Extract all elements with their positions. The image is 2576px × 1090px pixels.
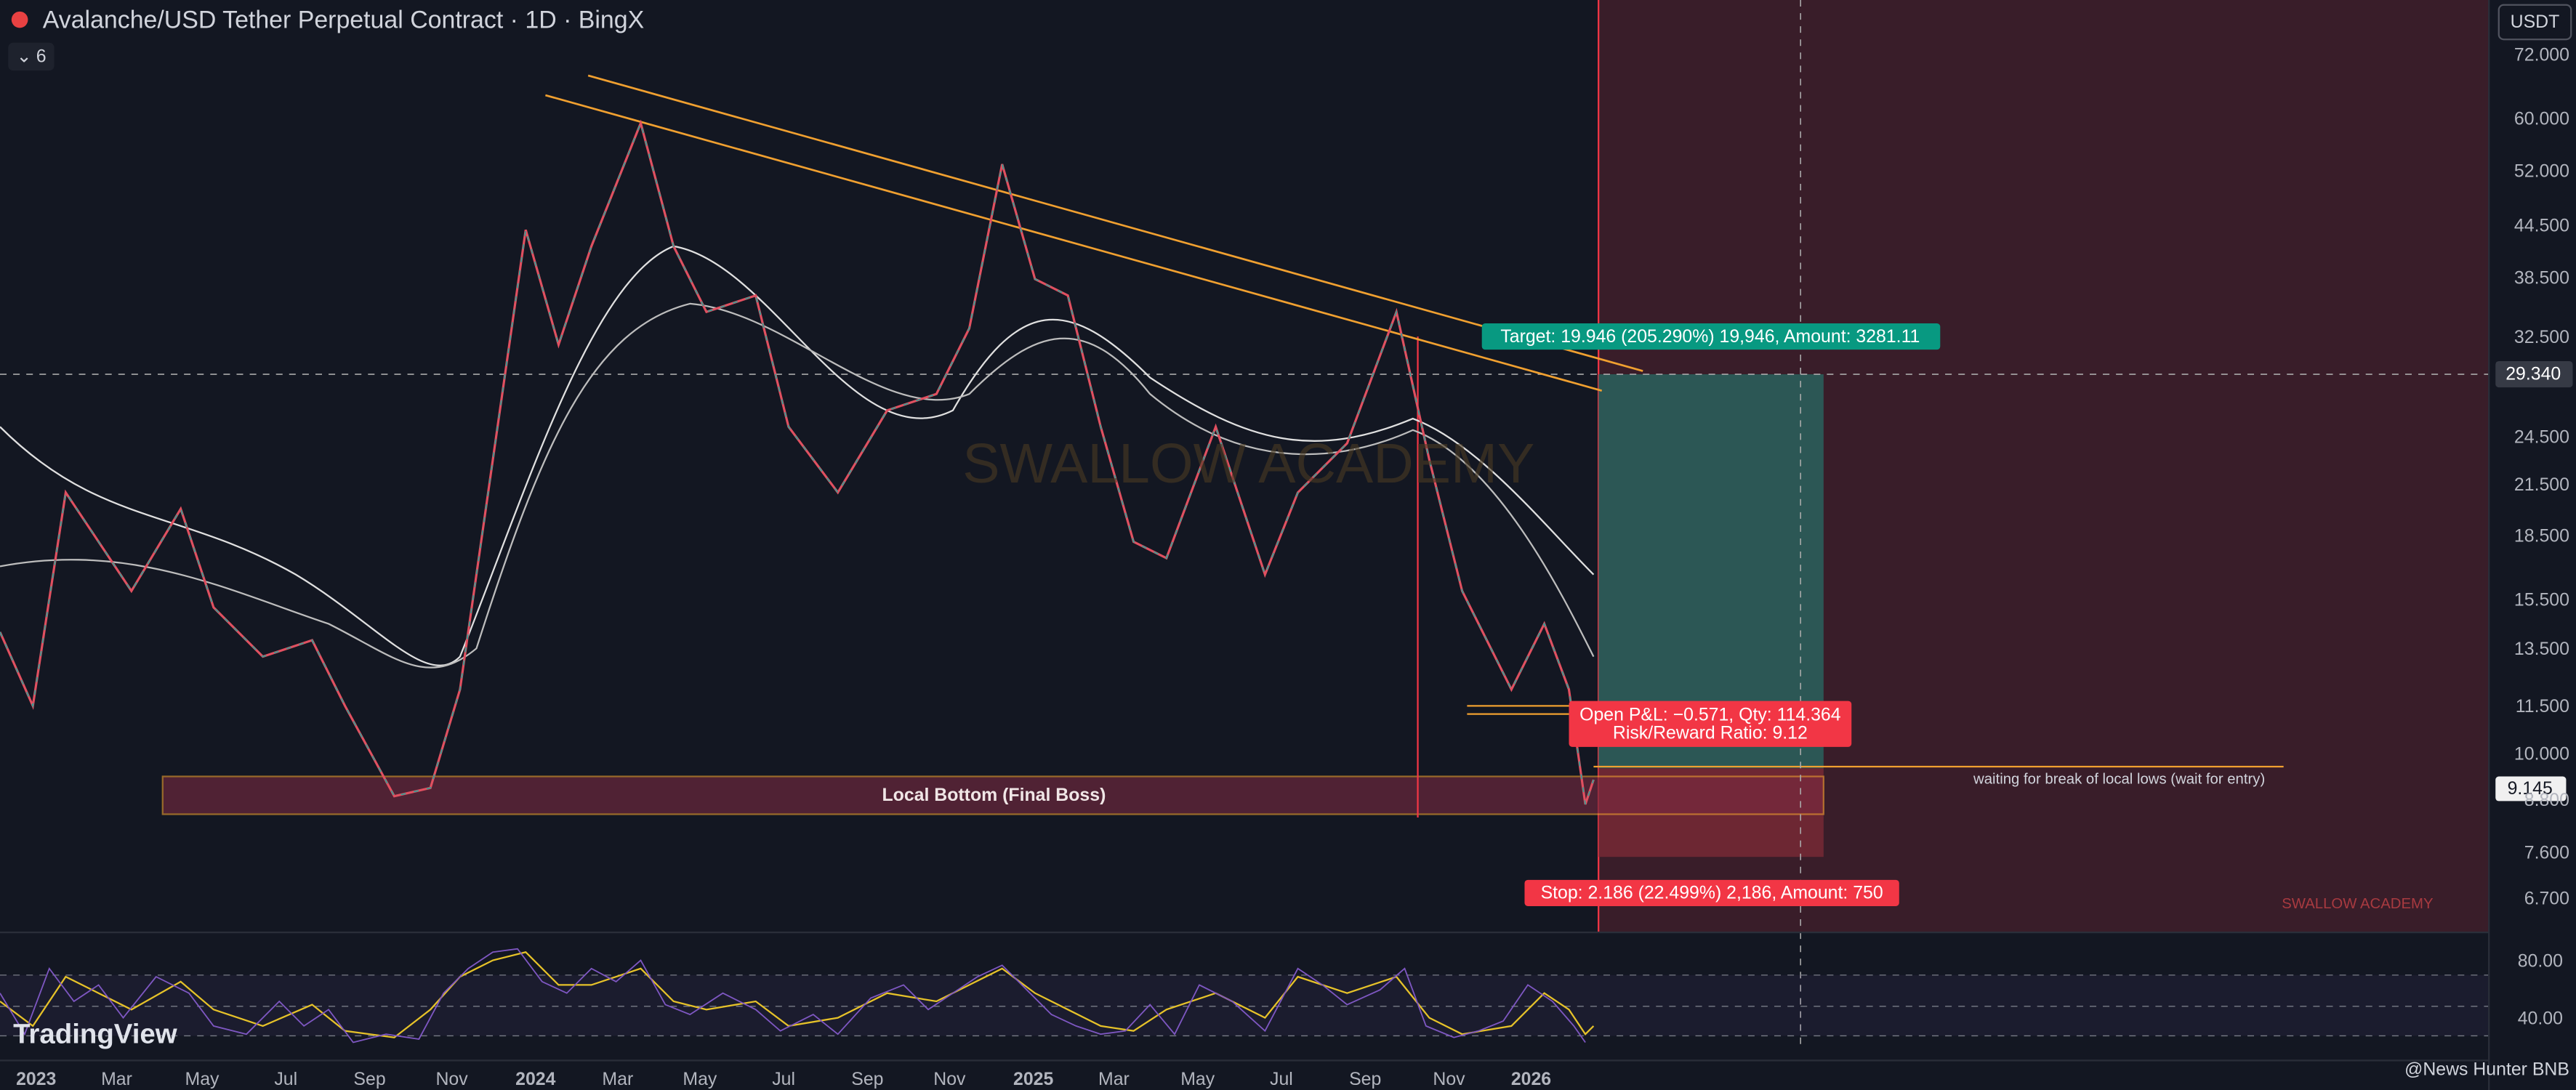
time-tick-label: Nov	[933, 1070, 966, 1089]
currency: USDT	[2511, 12, 2560, 32]
price-tick-label: 8.800	[2524, 791, 2569, 810]
trendline	[587, 74, 1643, 372]
moving-average	[0, 245, 1595, 666]
time-tick-label: Jul	[1270, 1070, 1293, 1089]
time-tick-label: 2025	[1013, 1070, 1053, 1089]
price-tick-label: 18.500	[2514, 526, 2569, 546]
indicator-count: 6	[36, 47, 47, 67]
stop-label-box	[1524, 879, 1899, 906]
price-tick-label: 6.700	[2524, 889, 2569, 909]
time-tick-label: Mar	[1098, 1070, 1130, 1089]
indicator-toggle[interactable]	[8, 42, 55, 71]
price-path-up	[0, 121, 1595, 805]
price-tick-label: 21.500	[2514, 475, 2569, 495]
rsi-tick-label: 40.00	[2518, 1009, 2563, 1028]
price-tick-label: 10.000	[2514, 745, 2569, 764]
price-axis-panel	[2489, 0, 2576, 1090]
price-marker: 29.340	[2505, 365, 2561, 384]
target-label-box	[1481, 323, 1941, 350]
time-tick-label: Nov	[1433, 1070, 1465, 1089]
time-tick-label: Jul	[274, 1070, 297, 1089]
currency-button[interactable]	[2497, 4, 2572, 41]
price-tick-label: 7.600	[2524, 843, 2569, 863]
time-tick-label: 2023	[16, 1070, 56, 1089]
price-marker-box	[2495, 776, 2567, 802]
time-tick-label: 2024	[515, 1070, 555, 1089]
price-tick-label: 72.000	[2514, 45, 2569, 65]
price-tick-label: 24.500	[2514, 428, 2569, 448]
time-tick-label: Jul	[772, 1070, 795, 1089]
axes: 72.000 60.000 52.000 44.500 38.500 32.500 24.5…	[16, 45, 2569, 1089]
indicator-chevron: ⌄	[17, 47, 32, 67]
logo: TradingView	[13, 1019, 177, 1050]
time-tick-label: Sep	[353, 1070, 385, 1089]
rsi-band	[0, 974, 2490, 1036]
local-bottom-label: Local Bottom (Final Boss)	[882, 786, 1106, 805]
watermark-small: SWALLOW ACADEMY	[2282, 896, 2434, 912]
time-tick-label: May	[683, 1070, 717, 1089]
price-marker-box	[2495, 360, 2573, 388]
waiting-label: waiting for break of local lows (wait fo…	[1973, 771, 2265, 787]
risk-reward-label: Risk/Reward Ratio: 9.12	[1613, 723, 1808, 743]
time-tick-label: Sep	[1349, 1070, 1381, 1089]
moving-average	[0, 302, 1595, 669]
pnl-label: Open P&L: −0.571, Qty: 114.364	[1579, 706, 1841, 725]
price-tick-label: 38.500	[2514, 269, 2569, 288]
time-tick-label: May	[185, 1070, 220, 1089]
price-tick-label: 11.500	[2516, 697, 2569, 716]
credit: @News Hunter BNB	[2404, 1059, 2569, 1079]
coin-icon	[11, 11, 28, 28]
rsi-line	[0, 948, 1586, 1043]
pnl-box	[1569, 701, 1852, 747]
rsi-ma	[0, 950, 1595, 1038]
price-tick-label: 15.500	[2514, 590, 2569, 610]
local-bottom-zone	[161, 775, 1824, 815]
price-tick-label: 60.000	[2514, 109, 2569, 129]
time-tick-label: Mar	[602, 1070, 633, 1089]
price-tick-label: 13.500	[2514, 639, 2569, 659]
stop-label: Stop: 2.186 (22.499%) 2,186, Amount: 750	[1541, 884, 1883, 903]
time-tick-label: 2026	[1511, 1070, 1551, 1089]
time-tick-label: Sep	[851, 1070, 883, 1089]
time-tick-label: Mar	[101, 1070, 132, 1089]
price-tick-label: 32.500	[2514, 328, 2569, 347]
trendline	[545, 94, 1603, 392]
price-tick-label: 44.500	[2514, 216, 2569, 235]
price-marker: 9.145	[2508, 779, 2553, 799]
watermark: SWALLOW ACADEMY	[962, 432, 1534, 495]
time-tick-label: May	[1180, 1070, 1215, 1089]
chart-title: Avalanche/USD Tether Perpetual Contract …	[43, 6, 644, 33]
time-tick-label: Nov	[435, 1070, 468, 1089]
price-tick-label: 52.000	[2514, 162, 2569, 182]
rsi-tick-label: 80.00	[2518, 951, 2563, 971]
target-label: Target: 19.946 (205.290%) 19,946, Amount…	[1500, 327, 1920, 347]
